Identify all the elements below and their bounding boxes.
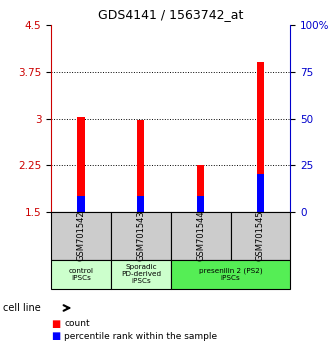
Bar (78, 117, 84, 212)
Bar (231, 212, 290, 259)
Text: GSM701542: GSM701542 (77, 211, 85, 261)
Bar (197, 196, 204, 212)
Bar (78, 195, 84, 212)
Title: GDS4141 / 1563742_at: GDS4141 / 1563742_at (98, 8, 244, 21)
Text: presenilin 2 (PS2)
iPSCs: presenilin 2 (PS2) iPSCs (199, 267, 262, 281)
Text: GSM701543: GSM701543 (136, 211, 146, 261)
Bar (171, 259, 290, 289)
Bar (171, 212, 231, 259)
Bar (51, 212, 111, 259)
Text: ■: ■ (51, 331, 60, 341)
Bar (137, 196, 145, 212)
Text: GSM701544: GSM701544 (196, 211, 205, 261)
Bar (197, 165, 204, 212)
Text: GSM701545: GSM701545 (256, 211, 265, 261)
Text: Sporadic
PD-derived
iPSCs: Sporadic PD-derived iPSCs (121, 264, 161, 284)
Bar (111, 259, 171, 289)
Text: cell line: cell line (3, 303, 41, 313)
Text: control
IPSCs: control IPSCs (69, 268, 94, 281)
Bar (257, 173, 264, 212)
Bar (137, 120, 145, 212)
Text: count: count (64, 319, 90, 329)
Text: ■: ■ (51, 319, 60, 329)
Bar (51, 259, 111, 289)
Bar (257, 62, 264, 212)
Bar (111, 212, 171, 259)
Text: percentile rank within the sample: percentile rank within the sample (64, 332, 217, 341)
